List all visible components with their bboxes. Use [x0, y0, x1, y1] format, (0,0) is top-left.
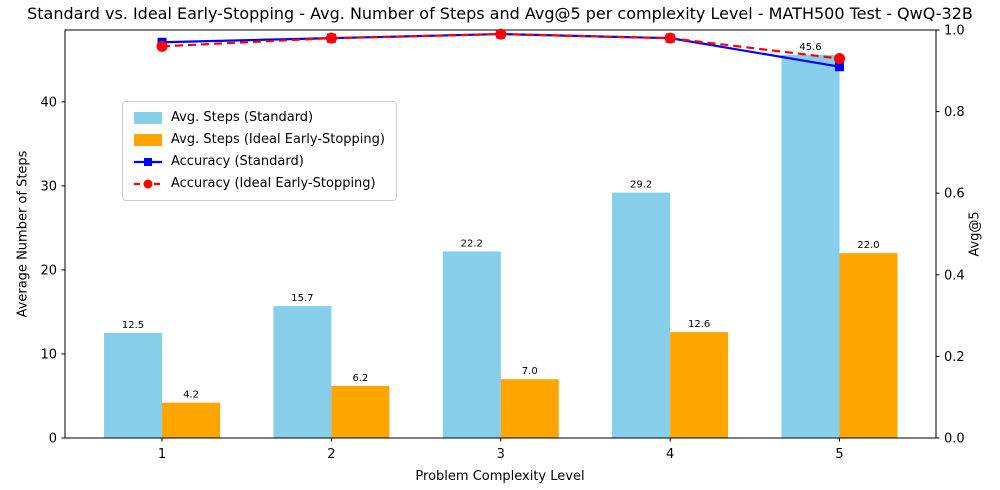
left-tick-label: 20 — [40, 263, 57, 278]
legend-item-avg-steps-ideal: Avg. Steps (Ideal Early-Stopping) — [134, 131, 385, 149]
x-axis-label: Problem Complexity Level — [415, 469, 585, 484]
bar-value-label: 15.7 — [291, 293, 313, 304]
marker-circle — [156, 40, 168, 52]
x-tick-label: 1 — [158, 447, 166, 462]
right-tick-label: 0.2 — [944, 350, 965, 365]
bar-standard-1 — [104, 332, 163, 438]
bar-ideal-1 — [162, 402, 221, 438]
marker-circle — [664, 32, 676, 44]
legend-label: Avg. Steps (Standard) — [171, 110, 314, 125]
bar-value-label: 12.6 — [688, 319, 710, 330]
legend-key-glyph — [134, 179, 162, 189]
right-tick-label: 0.0 — [944, 432, 965, 447]
bar-value-label: 45.6 — [799, 42, 821, 53]
bar-value-label: 6.2 — [352, 373, 368, 384]
bar-ideal-4 — [670, 332, 729, 438]
x-tick-label: 4 — [666, 447, 674, 462]
right-tick-label: 1.0 — [944, 24, 965, 39]
legend-swatch-standard-bar-icon — [134, 111, 162, 125]
bar-standard-3 — [442, 251, 501, 438]
legend-item-avg-steps-standard: Avg. Steps (Standard) — [134, 109, 385, 127]
marker-circle — [495, 28, 507, 40]
legend-key-glyph — [134, 134, 162, 146]
left-tick-label: 0 — [49, 432, 57, 447]
bar-standard-5 — [781, 54, 840, 439]
bar-standard-2 — [273, 306, 332, 438]
legend-label: Accuracy (Ideal Early-Stopping) — [171, 176, 376, 191]
chart-title: Standard vs. Ideal Early-Stopping - Avg.… — [27, 4, 973, 23]
legend-label: Accuracy (Standard) — [171, 154, 304, 169]
right-tick-label: 0.6 — [944, 187, 965, 202]
x-tick-label: 2 — [327, 447, 335, 462]
bar-ideal-2 — [331, 385, 390, 438]
bar-ideal-5 — [839, 253, 898, 438]
right-tick-label: 0.4 — [944, 268, 965, 283]
legend-key-glyph — [134, 158, 162, 166]
x-tick-label: 3 — [497, 447, 505, 462]
marker-circle — [325, 32, 337, 44]
legend-item-accuracy-standard: Accuracy (Standard) — [134, 153, 385, 171]
bar-ideal-3 — [500, 379, 559, 438]
bar-value-label: 12.5 — [122, 320, 144, 331]
legend-key-glyph — [134, 112, 162, 124]
legend-item-accuracy-ideal: Accuracy (Ideal Early-Stopping) — [134, 175, 385, 193]
right-tick-label: 0.8 — [944, 105, 965, 120]
bar-value-label: 4.2 — [183, 390, 199, 401]
bar-standard-4 — [612, 192, 671, 438]
bar-value-label: 22.0 — [857, 240, 879, 251]
bar-value-label: 29.2 — [630, 180, 652, 191]
left-tick-label: 10 — [40, 347, 57, 362]
legend-swatch-ideal-line-icon — [134, 177, 162, 191]
bar-value-label: 22.2 — [461, 238, 483, 249]
legend: Avg. Steps (Standard) Avg. Steps (Ideal … — [122, 101, 397, 201]
marker-square — [834, 62, 844, 72]
left-tick-label: 40 — [40, 95, 57, 110]
legend-swatch-standard-line-icon — [134, 155, 162, 169]
left-tick-label: 30 — [40, 179, 57, 194]
legend-swatch-ideal-bar-icon — [134, 133, 162, 147]
marker-circle — [833, 53, 845, 65]
legend-label: Avg. Steps (Ideal Early-Stopping) — [171, 132, 385, 147]
bar-value-label: 7.0 — [522, 366, 538, 377]
x-tick-label: 5 — [835, 447, 843, 462]
